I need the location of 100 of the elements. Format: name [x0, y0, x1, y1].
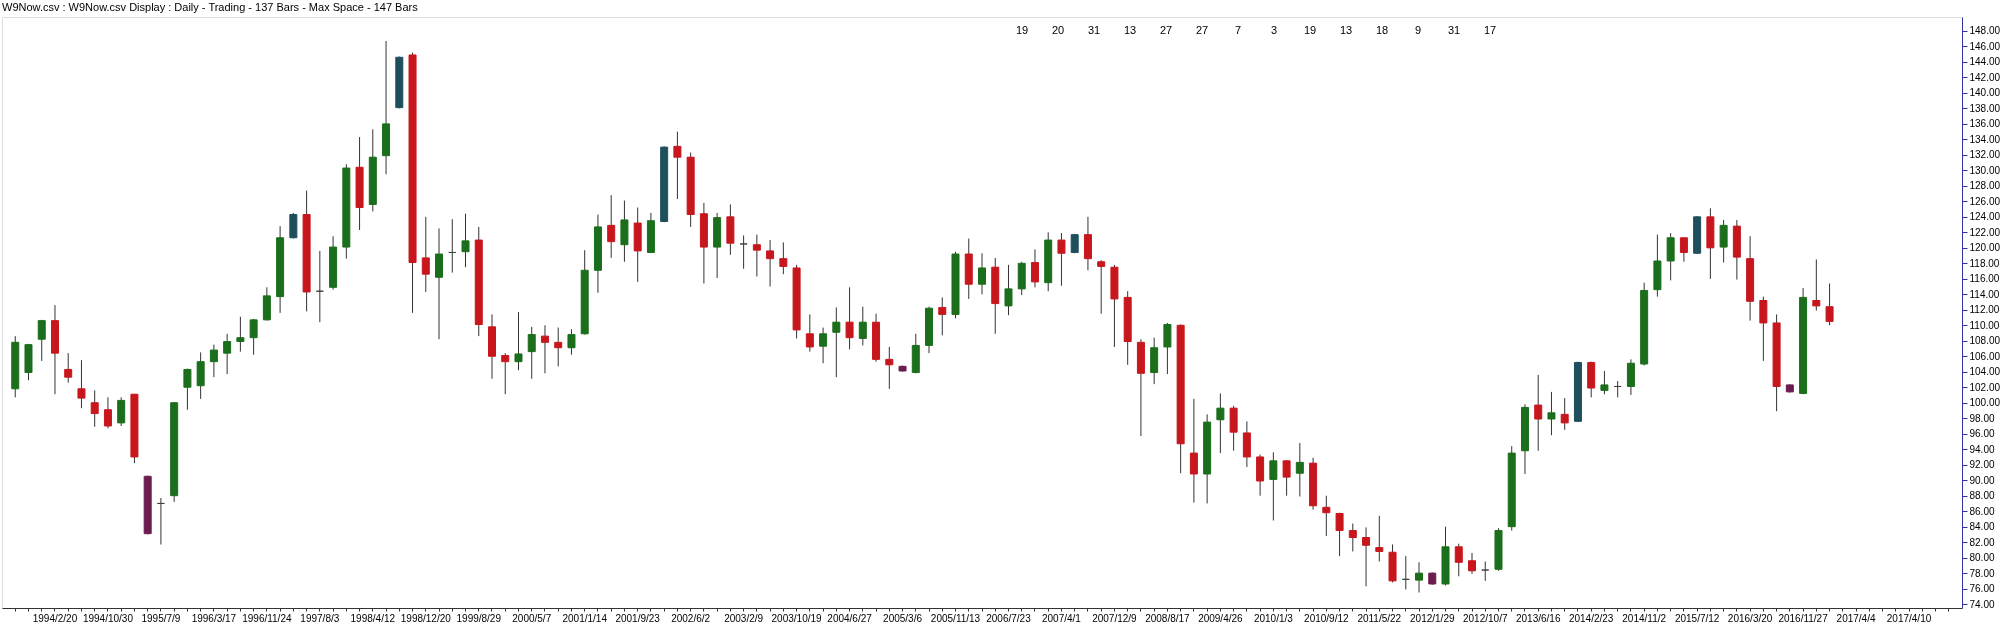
candlestick: [1004, 264, 1013, 316]
annotation: 13: [1123, 24, 1137, 36]
x-tick-label: 2004/6/27: [827, 612, 873, 624]
candlestick: [1560, 397, 1569, 431]
y-tick-label: 142.00: [1969, 71, 2001, 83]
candlestick: [819, 327, 828, 364]
candlestick: [1679, 237, 1688, 263]
candlestick: [90, 389, 99, 428]
candlestick: [1812, 258, 1821, 312]
y-tick-label: 136.00: [1969, 118, 2001, 130]
annotation: 9: [1414, 24, 1422, 36]
x-tick-label: 1994/2/20: [32, 612, 78, 624]
candlestick: [1547, 391, 1556, 436]
x-tick-label: 2003/10/19: [771, 612, 823, 624]
annotation: 19: [1015, 24, 1029, 36]
y-tick-label: 130.00: [1969, 164, 2001, 176]
candlestick: [1534, 374, 1543, 452]
candlestick: [766, 239, 775, 288]
y-tick-label: 110.00: [1969, 319, 2000, 331]
candlestick: [1600, 370, 1609, 395]
x-tick-label: 2012/10/7: [1462, 612, 1508, 624]
annotation: 20: [1051, 24, 1065, 36]
candlestick: [461, 213, 470, 268]
annotation: 31: [1447, 24, 1461, 36]
annotation: 27: [1159, 24, 1173, 36]
candlestick: [739, 234, 748, 270]
y-tick-label: 116.00: [1969, 273, 2000, 285]
x-tick-label: 2015/7/12: [1674, 612, 1720, 624]
candlestick: [1468, 552, 1476, 575]
y-tick-label: 104.00: [1969, 366, 2001, 378]
x-tick-label: 2014/2/23: [1568, 612, 1614, 624]
candlestick: [209, 344, 218, 378]
candlestick: [1189, 398, 1198, 504]
y-tick-label: 132.00: [1969, 149, 2001, 161]
x-tick-label: 2017/4/10: [1886, 612, 1932, 624]
candlestick: [223, 333, 232, 375]
x-tick-label: 2010/9/12: [1304, 612, 1349, 624]
candlestick: [938, 296, 947, 336]
candlestick: [1030, 248, 1039, 288]
candlestick: [567, 328, 576, 356]
y-tick-label: 90.00: [1969, 474, 1995, 486]
candlestick: [64, 352, 73, 384]
candlestick: [1375, 515, 1384, 563]
x-tick-label: 2007/4/1: [1041, 612, 1082, 624]
y-tick-label: 78.00: [1969, 567, 1995, 579]
y-tick-label: 146.00: [1969, 40, 2001, 52]
y-tick-label: 102.00: [1969, 381, 2001, 393]
x-tick-label: 1998/12/20: [400, 612, 452, 624]
y-tick-label: 100.00: [1969, 397, 2001, 409]
x-tick-label: 2009/4/26: [1198, 612, 1244, 624]
candlestick: [1269, 451, 1278, 521]
candlestick: [37, 319, 46, 362]
annotation: 3: [1270, 24, 1278, 36]
candlestick: [1348, 523, 1357, 552]
candlestick: [805, 313, 814, 353]
y-tick-label: 118.00: [1969, 257, 2000, 269]
x-tick-label: 1996/3/17: [191, 612, 237, 624]
x-tick-label: 2008/8/17: [1145, 612, 1191, 624]
candlestick: [845, 286, 854, 350]
x-tick-label: 2014/11/2: [1622, 612, 1667, 624]
candlestick: [1282, 459, 1291, 497]
candlestick: [752, 234, 761, 277]
candlestick: [117, 396, 126, 427]
candlestick: [1481, 561, 1490, 582]
x-tick-label: 2012/1/29: [1410, 612, 1455, 624]
candlestick: [885, 346, 894, 390]
y-tick-label: 106.00: [1969, 350, 2001, 362]
annotation: 19: [1303, 24, 1317, 36]
y-tick-label: 108.00: [1969, 335, 2001, 347]
candlestick: [236, 316, 245, 353]
y-tick-label: 144.00: [1969, 56, 2001, 68]
annotation: 18: [1375, 24, 1389, 36]
candlestick: [1362, 526, 1371, 587]
y-tick-label: 114.00: [1969, 288, 2000, 300]
annotation: 31: [1087, 24, 1101, 36]
x-tick-label: 2005/11/13: [930, 612, 981, 624]
x-tick-label: 1996/11/24: [242, 612, 292, 624]
x-tick-label: 2011/5/22: [1357, 612, 1402, 624]
y-tick-label: 96.00: [1969, 428, 1995, 440]
candlestick: [183, 368, 192, 411]
x-tick-label: 2013/6/16: [1515, 612, 1561, 624]
candlestick: [858, 306, 867, 346]
x-tick-label: 1999/8/29: [456, 612, 502, 624]
annotation: 17: [1483, 24, 1497, 36]
x-tick-label: 2010/1/3: [1253, 612, 1294, 624]
y-tick-label: 80.00: [1969, 552, 1995, 564]
candlestick: [249, 318, 258, 356]
candlestick: [435, 227, 444, 340]
x-tick-label: 2001/1/14: [562, 612, 608, 624]
candlestick: [1666, 232, 1675, 281]
candlestick: [554, 327, 563, 367]
candlestick: [540, 324, 549, 374]
candlestick: [832, 306, 841, 378]
candlestick: [1097, 259, 1106, 315]
y-tick-label: 74.00: [1969, 598, 1995, 610]
candlestick: [527, 326, 536, 380]
y-tick-label: 148.00: [1969, 25, 2001, 37]
y-tick-label: 128.00: [1969, 180, 2001, 192]
x-tick-label: 2003/2/9: [724, 612, 764, 624]
x-tick-label: 2007/12/9: [1092, 612, 1138, 624]
